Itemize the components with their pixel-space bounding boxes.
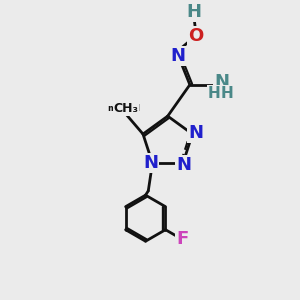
Text: N: N [143, 154, 158, 172]
Text: methyl: methyl [107, 103, 140, 112]
Text: N: N [214, 73, 229, 91]
Text: H: H [208, 85, 220, 100]
Text: N: N [176, 156, 191, 174]
Text: N: N [171, 47, 186, 65]
Text: O: O [188, 27, 203, 45]
Text: N: N [188, 124, 203, 142]
Text: H: H [186, 3, 201, 21]
Text: CH₃: CH₃ [114, 102, 139, 115]
Text: H: H [220, 85, 233, 100]
Text: F: F [176, 230, 188, 248]
